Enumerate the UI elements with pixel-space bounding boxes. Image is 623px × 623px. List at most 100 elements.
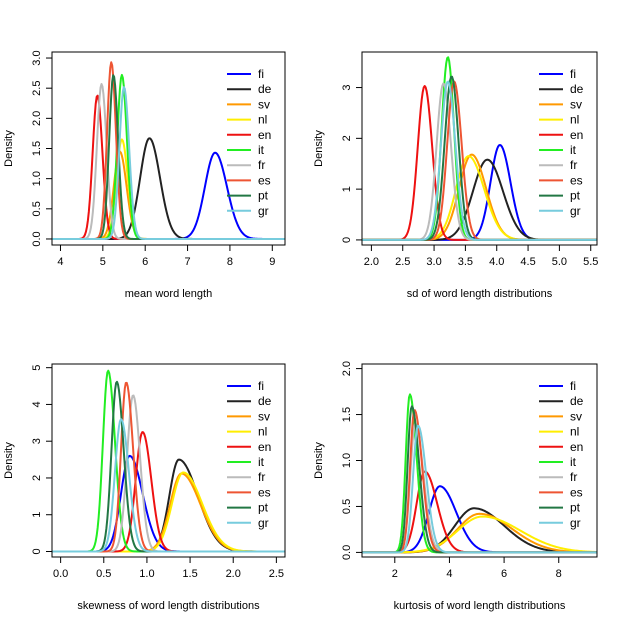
x-tick-label: 7	[185, 256, 191, 268]
x-tick-label: 2.5	[395, 256, 410, 268]
legend-label-es: es	[570, 485, 583, 499]
series-line-it	[361, 56, 598, 241]
series-line-it	[361, 393, 598, 554]
y-tick-label: 0.5	[31, 201, 43, 216]
panel-1: 4 5 6 7 8 9 0.0 0.5 1.0 1.5 2.0 2.5 3.0 mean word len…	[3, 50, 286, 300]
y-tick-label: 1.0	[31, 171, 43, 186]
series-line-en	[361, 85, 598, 241]
legend-label-fr: fr	[570, 158, 577, 172]
legend-label-nl: nl	[570, 113, 579, 127]
x-axis-title: mean word length	[125, 288, 212, 300]
y-tick-label: 3	[31, 438, 43, 444]
x-tick-label: 4	[57, 256, 63, 268]
x-tick-label: 0.0	[53, 568, 68, 580]
legend-label-sv: sv	[570, 409, 582, 423]
y-tick-label: 3.0	[31, 50, 43, 65]
x-tick-label: 4.5	[520, 256, 535, 268]
y-axis-title: Density	[313, 442, 325, 479]
series-line-fi	[361, 143, 598, 241]
series-line-de	[51, 458, 286, 553]
y-tick-label: 2	[31, 475, 43, 481]
series-line-fi	[361, 485, 598, 554]
y-tick-label: 0.0	[341, 545, 353, 560]
y-tick-label: 1.5	[341, 407, 353, 422]
series-line-es	[51, 381, 286, 553]
legend-label-nl: nl	[258, 113, 267, 127]
series-line-gr	[361, 424, 598, 554]
x-tick-label: 8	[556, 568, 562, 580]
x-axis-title: skewness of word length distributions	[77, 600, 260, 612]
legend-label-gr: gr	[258, 516, 269, 530]
series-line-fr	[361, 423, 598, 554]
series-line-de	[361, 507, 598, 554]
legend-label-de: de	[258, 82, 272, 96]
legend-label-fi: fi	[258, 67, 264, 81]
y-tick-label: 1	[31, 512, 43, 518]
series-line-fr	[361, 82, 598, 241]
legend-label-de: de	[258, 394, 272, 408]
plot-frame	[361, 51, 598, 246]
legend-label-pt: pt	[570, 189, 581, 203]
legend-label-nl: nl	[258, 425, 267, 439]
legend-label-en: en	[258, 440, 271, 454]
y-tick-label: 3	[341, 84, 353, 90]
legend-label-gr: gr	[258, 204, 269, 218]
series-line-pt	[51, 380, 286, 553]
x-tick-label: 6	[142, 256, 148, 268]
legend-label-es: es	[258, 485, 271, 499]
y-tick-label: 1	[341, 186, 353, 192]
x-tick-label: 2.5	[269, 568, 284, 580]
x-tick-label: 6	[501, 568, 507, 580]
y-tick-label: 1.5	[31, 141, 43, 156]
legend-label-es: es	[258, 173, 271, 187]
series-line-pt	[51, 74, 286, 240]
legend-label-fi: fi	[570, 67, 576, 81]
legend-label-es: es	[570, 173, 583, 187]
x-tick-label: 2.0	[364, 256, 379, 268]
series-line-it	[51, 73, 286, 240]
x-axis-title: sd of word length distributions	[407, 288, 553, 300]
x-tick-label: 4.0	[489, 256, 504, 268]
y-tick-label: 4	[31, 401, 43, 407]
x-tick-label: 9	[269, 256, 275, 268]
legend-label-de: de	[570, 394, 584, 408]
y-tick-label: 0.0	[31, 231, 43, 246]
y-tick-label: 0.5	[341, 499, 353, 514]
x-tick-label: 1.0	[139, 568, 154, 580]
x-tick-label: 5.5	[583, 256, 598, 268]
legend-label-de: de	[570, 82, 584, 96]
legend-label-pt: pt	[570, 501, 581, 515]
legend-label-fi: fi	[258, 379, 264, 393]
series-line-en	[361, 470, 598, 554]
legend-label-sv: sv	[258, 409, 270, 423]
series-line-gr	[51, 86, 286, 240]
legend-label-sv: sv	[258, 97, 270, 111]
series-line-sv	[51, 472, 286, 553]
legend-label-en: en	[258, 128, 271, 142]
x-tick-label: 5.0	[552, 256, 567, 268]
y-tick-label: 2.0	[31, 111, 43, 126]
y-tick-label: 2	[341, 135, 353, 141]
legend-label-fr: fr	[258, 158, 265, 172]
legend-label-pt: pt	[258, 501, 269, 515]
legend-label-pt: pt	[258, 189, 269, 203]
x-tick-label: 8	[227, 256, 233, 268]
legend-label-gr: gr	[570, 516, 581, 530]
panel-2: 2.0 2.5 3.0 3.5 4.0 4.5 5.0 5.5 0 1 2 3 sd of word l…	[313, 51, 598, 300]
y-tick-label: 1.0	[341, 453, 353, 468]
series-line-sv	[361, 153, 598, 241]
x-axis-title: kurtosis of word length distributions	[394, 600, 566, 612]
series-line-fr	[51, 394, 286, 553]
y-tick-label: 5	[31, 365, 43, 371]
legend-label-sv: sv	[570, 97, 582, 111]
legend-label-fr: fr	[258, 470, 265, 484]
x-tick-label: 0.5	[96, 568, 111, 580]
legend-label-en: en	[570, 440, 583, 454]
plot-frame	[361, 363, 598, 558]
x-tick-label: 3.0	[426, 256, 441, 268]
x-tick-label: 2	[392, 568, 398, 580]
legend-label-it: it	[570, 455, 577, 469]
y-tick-label: 0	[31, 548, 43, 554]
legend-label-nl: nl	[570, 425, 579, 439]
